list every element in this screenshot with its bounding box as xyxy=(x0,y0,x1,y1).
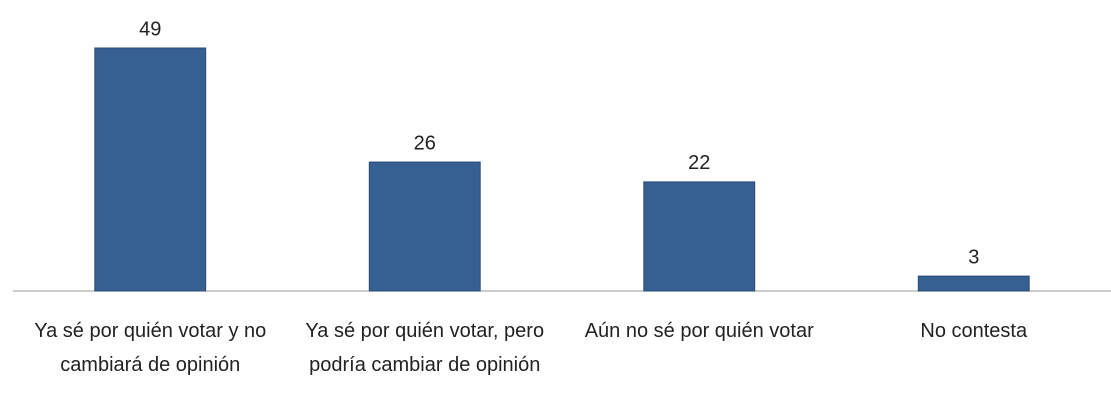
value-label: 49 xyxy=(139,18,161,40)
x-tick-label: Ya sé por quién votar, pero podría cambi… xyxy=(305,320,545,376)
bar xyxy=(94,47,207,292)
x-tick-label: Aún no sé por quién votar xyxy=(584,320,814,342)
value-label: 22 xyxy=(688,152,710,174)
value-label: 26 xyxy=(414,132,436,154)
bar xyxy=(643,181,756,292)
x-tick-label: Ya sé por quién votar y no cambiará de o… xyxy=(34,320,267,376)
bar xyxy=(368,161,481,292)
value-label: 3 xyxy=(968,246,979,268)
bar xyxy=(917,275,1030,292)
x-tick-label: No contesta xyxy=(920,320,1028,342)
